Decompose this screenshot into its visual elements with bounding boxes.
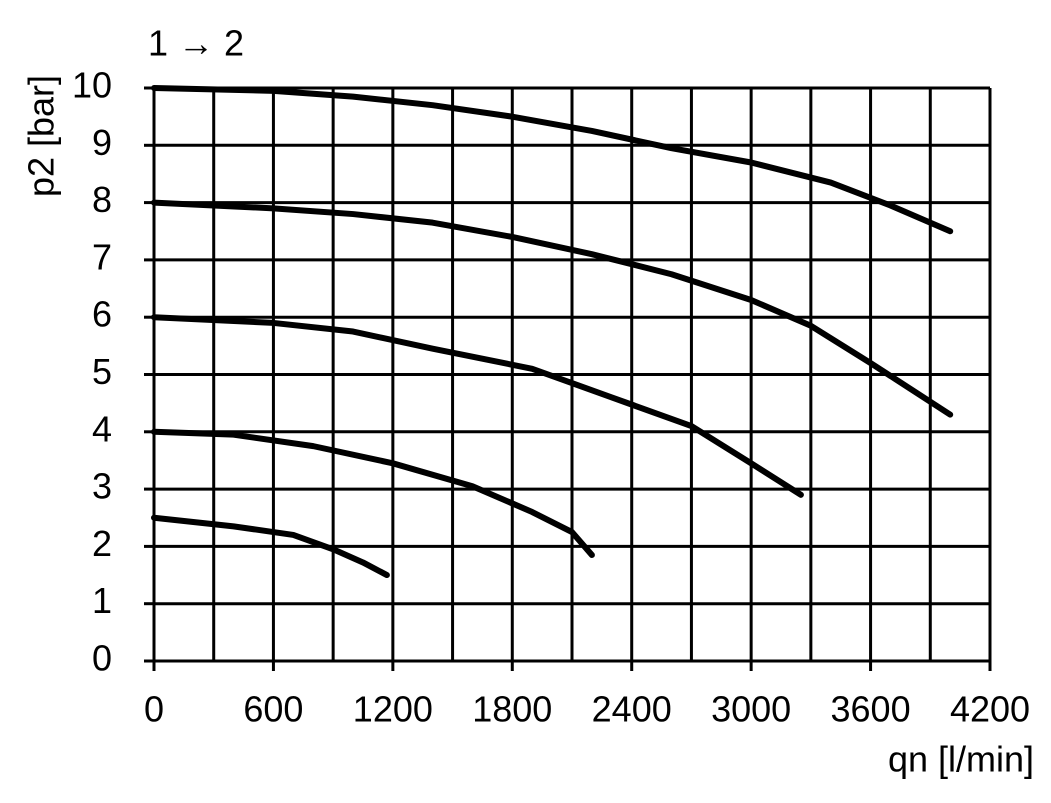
- x-tick-label: 2400: [592, 689, 672, 730]
- line-series: [151, 428, 595, 558]
- x-tick-label: 1800: [472, 689, 552, 730]
- x-axis-label: qn [l/min]: [888, 739, 1034, 780]
- y-axis-label: p2 [bar]: [21, 75, 62, 197]
- x-tick-label: 0: [144, 689, 164, 730]
- line-series: [151, 85, 954, 235]
- y-tick-label: 3: [92, 466, 112, 507]
- y-tick-label: 7: [92, 236, 112, 277]
- y-tick-label: 4: [92, 408, 112, 449]
- x-tick-label: 3000: [711, 689, 791, 730]
- y-tick-label: 6: [92, 294, 112, 335]
- y-tick-label: 10: [72, 65, 112, 106]
- y-tick-label: 2: [92, 523, 112, 564]
- y-tick-label: 0: [92, 638, 112, 679]
- line-series: [151, 314, 804, 498]
- x-tick-label: 1200: [353, 689, 433, 730]
- x-tick-label: 3600: [831, 689, 911, 730]
- y-tick-label: 8: [92, 179, 112, 220]
- line-series: [151, 514, 390, 579]
- line-series: [151, 199, 954, 418]
- y-tick-label: 9: [92, 122, 112, 163]
- x-tick-label: 600: [243, 689, 303, 730]
- y-tick-label: 5: [92, 351, 112, 392]
- x-tick-label: 4200: [950, 689, 1030, 730]
- chart-title: 1 → 2: [148, 23, 244, 64]
- y-tick-label: 1: [92, 580, 112, 621]
